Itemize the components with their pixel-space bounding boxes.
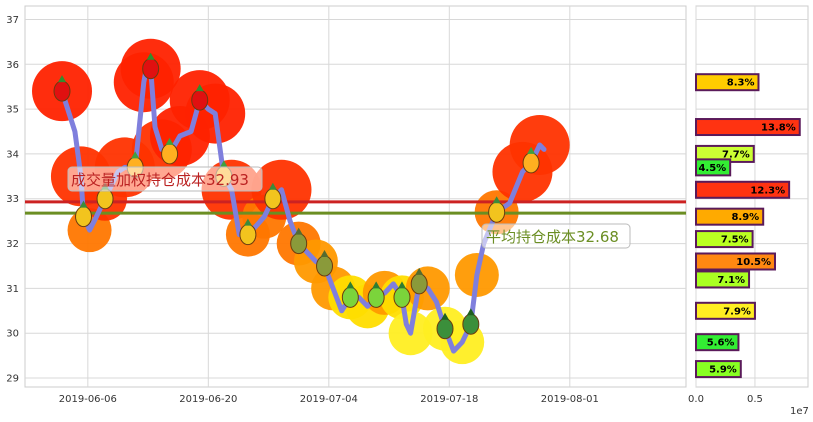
price-tick-label: 36 xyxy=(6,60,19,71)
volume-bar: 5.6% xyxy=(695,333,740,352)
volume-bar-label: 5.9% xyxy=(709,365,737,376)
volume-tick-label: 0.5 xyxy=(747,394,763,405)
date-tick-label: 2019-06-06 xyxy=(59,394,117,405)
volume-tick-label: 0.0 xyxy=(688,394,704,405)
volume-bar-label: 8.9% xyxy=(731,212,759,223)
price-point-marker xyxy=(191,84,209,111)
volume-bar-rect xyxy=(695,333,740,352)
price-point-marker xyxy=(290,227,308,255)
price-point-marker xyxy=(161,137,179,165)
price-tick-label: 31 xyxy=(6,284,19,295)
price-point-marker xyxy=(410,267,428,295)
date-tick-label: 2019-07-04 xyxy=(300,394,358,405)
volume-bar-label: 13.8% xyxy=(761,123,796,134)
price-tick-label: 29 xyxy=(6,374,19,385)
date-x-axis: 2019-06-06 2019-06-20 2019-07-04 2019-07-18… xyxy=(59,394,599,405)
volume-bar-label: 7.5% xyxy=(721,235,749,246)
volume-bar: 7.5% xyxy=(695,230,754,249)
volume-bar-rect xyxy=(695,270,751,289)
price-point-marker xyxy=(367,281,385,308)
volume-bar-label: 7.1% xyxy=(717,275,745,286)
volume-bars: 8.3% 13.8% 7.7% 4.5% 12.3% 8.9% 7.5% 10.5% 7.1% 7… xyxy=(695,73,801,379)
volume-bar-label: 5.6% xyxy=(707,338,735,349)
date-tick-label: 2019-08-01 xyxy=(541,394,599,405)
weighted-cost-label: 成交量加权持仓成本32.93 xyxy=(71,171,249,189)
volume-bar: 10.5% xyxy=(695,252,776,271)
price-point-marker xyxy=(142,52,160,80)
date-tick-label: 2019-06-20 xyxy=(179,394,237,405)
date-tick-label: 2019-07-18 xyxy=(420,394,478,405)
volume-bar: 8.3% xyxy=(695,73,760,92)
volume-bar-rect xyxy=(695,207,765,226)
cost-line-annotations: 成交量加权持仓成本32.93 平均持仓成本32.68 xyxy=(67,166,631,249)
price-point-marker xyxy=(462,308,480,335)
price-panel: 成交量加权持仓成本32.93 平均持仓成本32.68 29 30 31 32 33 34 3… xyxy=(6,5,687,405)
volume-bar: 5.9% xyxy=(695,360,742,379)
volume-bar-label: 12.3% xyxy=(750,185,785,196)
cost-lines xyxy=(25,200,686,215)
price-point-marker xyxy=(522,146,540,174)
volume-distribution-panel: 8.3% 13.8% 7.7% 4.5% 12.3% 8.9% 7.5% 10.5% 7.1% 7… xyxy=(688,5,809,417)
volume-bar: 12.3% xyxy=(695,180,791,199)
price-y-axis: 29 30 31 32 33 34 35 36 37 xyxy=(6,15,19,385)
volume-bar-rect xyxy=(695,252,776,271)
price-tick-label: 30 xyxy=(6,329,19,340)
volume-bar: 4.5% xyxy=(695,158,732,177)
volume-bar: 13.8% xyxy=(695,118,801,137)
volume-bar-label: 4.5% xyxy=(698,163,726,174)
volume-bar-rect xyxy=(695,301,756,320)
volume-bar-rect xyxy=(695,180,791,199)
volume-bar-label: 7.9% xyxy=(723,306,751,317)
volume-bar: 7.9% xyxy=(695,301,756,320)
average-cost-label: 平均持仓成本32.68 xyxy=(486,228,619,246)
price-point-marker xyxy=(53,75,71,102)
volume-bar: 8.9% xyxy=(695,207,765,226)
price-tick-label: 34 xyxy=(6,149,19,160)
price-point-marker xyxy=(75,200,93,228)
weighted-cost-label-box xyxy=(67,166,263,192)
volume-bar-rect xyxy=(695,158,732,177)
volume-bar: 7.1% xyxy=(695,270,751,289)
volume-bar-label: 7.7% xyxy=(722,149,750,160)
price-point-marker xyxy=(341,281,359,308)
volume-bar-rect xyxy=(695,118,801,137)
price-point-marker xyxy=(488,196,506,223)
price-tick-label: 37 xyxy=(6,15,19,26)
price-point-marker xyxy=(316,249,334,277)
volume-bar-label: 8.3% xyxy=(727,78,755,89)
average-cost-label-box xyxy=(481,223,631,249)
price-tick-label: 35 xyxy=(6,105,19,116)
price-point-marker xyxy=(239,218,257,246)
price-point-marker xyxy=(436,312,454,340)
volume-x-axis: 0.0 0.5 xyxy=(688,394,763,405)
volume-bar-rect xyxy=(695,230,754,249)
volume-axis-offset: 1e7 xyxy=(790,406,809,417)
price-point-marker xyxy=(264,182,282,210)
volume-bar-rect xyxy=(695,73,760,92)
price-tick-label: 32 xyxy=(6,239,19,250)
price-line xyxy=(59,61,547,354)
volume-bar-rect xyxy=(695,360,742,379)
price-tick-label: 33 xyxy=(6,194,19,205)
volume-bar-label: 10.5% xyxy=(736,257,771,268)
price-point-marker xyxy=(393,281,411,308)
